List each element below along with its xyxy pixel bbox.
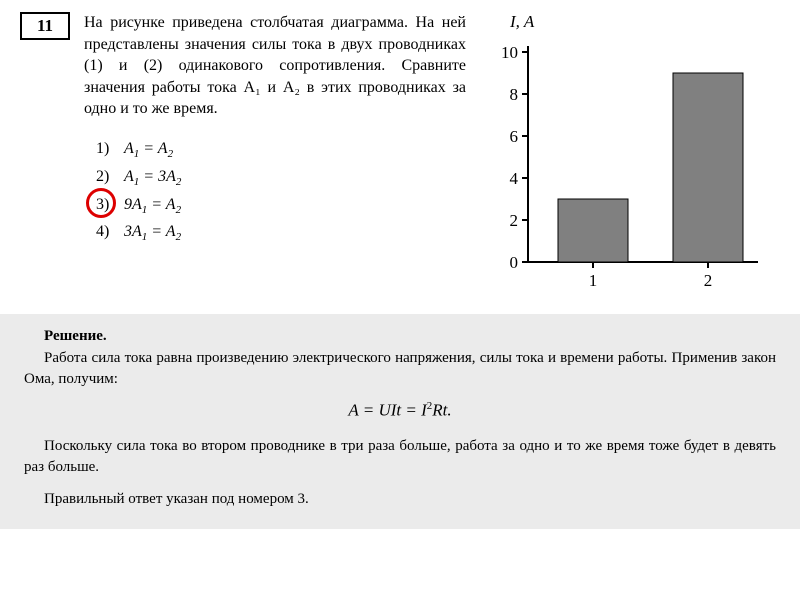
solution-block: Решение. Работа сила тока равна произвед… [0, 314, 800, 529]
chart-column: I, A 024681012 [480, 12, 780, 304]
svg-text:8: 8 [510, 85, 519, 104]
option-3: 3) 9A1 = A2 [96, 192, 466, 220]
chart-y-axis-label: I, A [480, 12, 780, 32]
question-block: 11 На рисунке приведена столбчатая диагр… [0, 0, 800, 314]
question-number-box: 11 [20, 12, 70, 40]
option-3-number: 3) [96, 192, 120, 218]
option-2-number: 2) [96, 164, 120, 190]
solution-formula: A = UIt = I2Rt. [24, 399, 776, 423]
option-4-text: 3A1 = A2 [124, 223, 181, 240]
option-2: 2) A1 = 3A2 [96, 164, 466, 192]
option-1: 1) A1 = A2 [96, 136, 466, 164]
svg-text:10: 10 [501, 43, 518, 62]
svg-text:2: 2 [704, 271, 713, 290]
solution-paragraph-3: Правильный ответ указан под номером 3. [24, 489, 776, 509]
question-prompt: На рисунке приведена столбчатая диаграмм… [84, 12, 466, 120]
option-1-number: 1) [96, 136, 120, 162]
solution-heading: Решение. [24, 326, 776, 346]
bar-chart: 024681012 [480, 34, 770, 304]
answer-options: 1) A1 = A2 2) A1 = 3A2 3) 9A1 = A2 4) 3A… [84, 136, 466, 247]
question-body: На рисунке приведена столбчатая диаграмм… [84, 12, 480, 304]
option-1-text: A1 = A2 [124, 140, 173, 157]
option-4: 4) 3A1 = A2 [96, 219, 466, 247]
svg-text:0: 0 [510, 253, 519, 272]
svg-text:1: 1 [589, 271, 598, 290]
option-2-text: A1 = 3A2 [124, 168, 181, 185]
solution-paragraph-1: Работа сила тока равна произведению элек… [24, 348, 776, 389]
svg-text:6: 6 [510, 127, 519, 146]
option-4-number: 4) [96, 219, 120, 245]
question-number: 11 [37, 16, 53, 36]
option-3-text: 9A1 = A2 [124, 196, 181, 213]
svg-text:4: 4 [510, 169, 519, 188]
svg-text:2: 2 [510, 211, 519, 230]
solution-paragraph-2: Поскольку сила тока во втором проводнике… [24, 436, 776, 477]
